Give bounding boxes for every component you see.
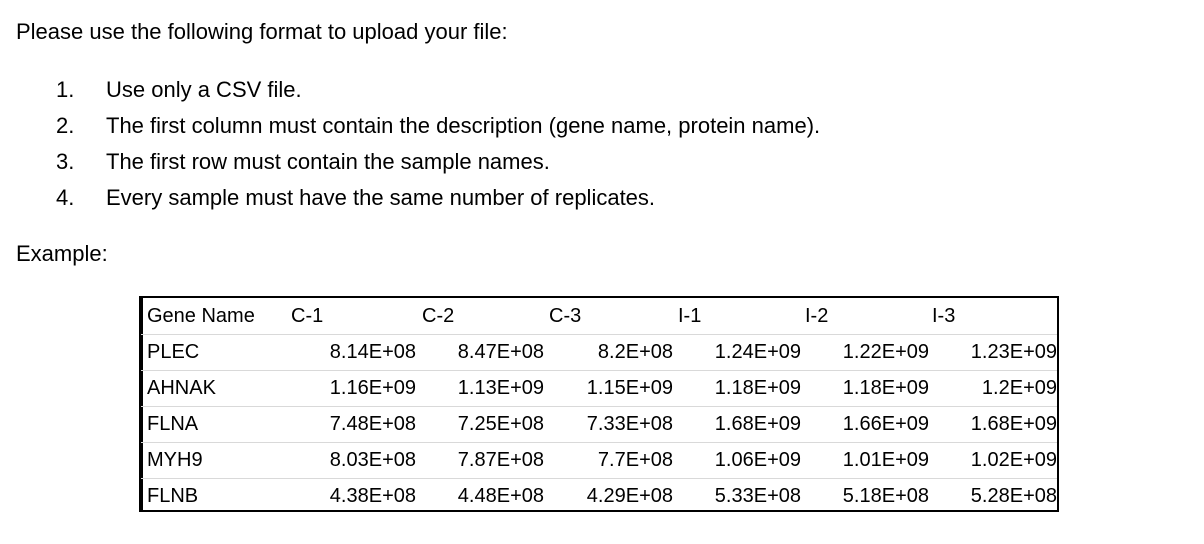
value-cell: 1.02E+09 (970, 449, 1057, 471)
value-cell: 1.22E+09 (842, 341, 929, 363)
value-cell: 8.14E+08 (329, 341, 416, 363)
value-cell: 7.87E+08 (457, 449, 544, 471)
rule-number: 3. (56, 149, 75, 174)
value-cell: 5.18E+08 (842, 485, 929, 507)
value-cell: 8.03E+08 (329, 449, 416, 471)
value-cell: 1.15E+09 (586, 377, 673, 399)
value-cell: 1.13E+09 (457, 377, 544, 399)
column-header-sample: C-1 (291, 305, 324, 327)
gene-name-cell: PLEC (147, 341, 200, 363)
table-row: PLEC 8.14E+08 8.47E+08 8.2E+08 1.24E+09 1.22E… (141, 334, 1057, 370)
value-cell: 1.2E+09 (981, 377, 1057, 399)
value-cell: 1.68E+09 (714, 413, 801, 435)
table-row: FLNA 7.48E+08 7.25E+08 7.33E+08 1.68E+09 1.66… (141, 406, 1057, 442)
rule-text: The first row must contain the sample na… (106, 149, 550, 174)
value-cell: 7.33E+08 (586, 413, 673, 435)
value-cell: 1.06E+09 (714, 449, 801, 471)
value-cell: 1.18E+09 (842, 377, 929, 399)
rule-number: 1. (56, 77, 75, 102)
gene-name-cell: AHNAK (147, 377, 216, 399)
column-header-sample: I-1 (678, 305, 702, 327)
example-label: Example: (16, 241, 108, 266)
table-row: FLNB 4.38E+08 4.48E+08 4.29E+08 5.33E+08 5.18… (141, 478, 1057, 510)
row-gridline (141, 478, 1057, 479)
value-cell: 7.7E+08 (597, 449, 673, 471)
row-gridline (141, 406, 1057, 407)
column-header-sample: I-3 (932, 305, 956, 327)
gene-name-cell: FLNA (147, 413, 199, 435)
rule-text: Every sample must have the same number o… (106, 185, 656, 210)
table-row: MYH9 8.03E+08 7.87E+08 7.7E+08 1.06E+09 1.01E… (141, 442, 1057, 478)
row-gridline (141, 442, 1057, 443)
row-gridline (141, 370, 1057, 371)
gene-name-cell: FLNB (147, 485, 199, 507)
value-cell: 1.24E+09 (714, 341, 801, 363)
value-cell: 1.23E+09 (970, 341, 1057, 363)
value-cell: 1.16E+09 (329, 377, 416, 399)
value-cell: 5.33E+08 (714, 485, 801, 507)
instructions-heading: Please use the following format to uploa… (16, 19, 508, 44)
value-cell: 1.01E+09 (842, 449, 929, 471)
column-header-sample: I-2 (805, 305, 829, 327)
table-row: AHNAK 1.16E+09 1.13E+09 1.15E+09 1.18E+09 1.1… (141, 370, 1057, 406)
value-cell: 5.28E+08 (970, 485, 1057, 507)
rule-text: The first column must contain the descri… (106, 113, 821, 138)
value-cell: 1.66E+09 (842, 413, 929, 435)
value-cell: 7.48E+08 (329, 413, 416, 435)
table-header-row: Gene Name C-1 C-2 C-3 I-1 I-2 I-3 (141, 298, 1057, 334)
example-data-table: Gene Name C-1 C-2 C-3 I-1 I-2 I-3 PLEC 8.14E+08 8… (139, 296, 1059, 512)
value-cell: 1.68E+09 (970, 413, 1057, 435)
gene-name-cell: MYH9 (147, 449, 203, 471)
value-cell: 1.18E+09 (714, 377, 801, 399)
column-header-sample: C-3 (549, 305, 582, 327)
value-cell: 7.25E+08 (457, 413, 544, 435)
value-cell: 4.48E+08 (457, 485, 544, 507)
value-cell: 4.29E+08 (586, 485, 673, 507)
row-gridline (141, 334, 1057, 335)
value-cell: 8.47E+08 (457, 341, 544, 363)
table-left-border (141, 298, 143, 510)
rule-number: 2. (56, 113, 75, 138)
column-header-description: Gene Name (147, 305, 255, 327)
value-cell: 4.38E+08 (329, 485, 416, 507)
rule-text: Use only a CSV file. (106, 77, 302, 102)
rule-number: 4. (56, 185, 75, 210)
value-cell: 8.2E+08 (597, 341, 673, 363)
column-header-sample: C-2 (422, 305, 455, 327)
